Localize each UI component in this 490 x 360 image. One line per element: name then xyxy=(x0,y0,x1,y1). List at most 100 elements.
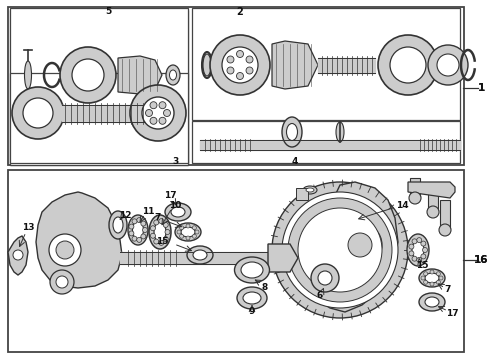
Bar xyxy=(440,200,450,230)
Text: 11: 11 xyxy=(142,207,154,216)
Circle shape xyxy=(186,224,190,228)
Ellipse shape xyxy=(24,61,31,89)
Circle shape xyxy=(159,240,164,245)
Circle shape xyxy=(195,230,199,234)
Circle shape xyxy=(143,228,147,233)
Circle shape xyxy=(72,59,104,91)
Bar xyxy=(296,188,308,200)
Text: 8: 8 xyxy=(262,284,268,292)
Circle shape xyxy=(132,236,137,241)
Circle shape xyxy=(180,226,184,230)
Ellipse shape xyxy=(419,293,445,311)
Text: 1: 1 xyxy=(477,83,485,93)
Text: 12: 12 xyxy=(119,211,131,220)
Polygon shape xyxy=(310,182,398,312)
Bar xyxy=(8,7,464,165)
Bar xyxy=(428,186,438,212)
Circle shape xyxy=(424,280,428,284)
Circle shape xyxy=(129,224,134,229)
Circle shape xyxy=(150,102,157,109)
Circle shape xyxy=(237,72,244,80)
Polygon shape xyxy=(408,182,455,198)
Ellipse shape xyxy=(203,54,211,76)
Circle shape xyxy=(318,271,332,285)
Circle shape xyxy=(159,219,164,224)
Ellipse shape xyxy=(336,122,344,142)
Circle shape xyxy=(412,256,417,261)
Circle shape xyxy=(246,67,253,74)
Polygon shape xyxy=(268,244,298,272)
Circle shape xyxy=(159,102,166,109)
Circle shape xyxy=(163,222,168,228)
Ellipse shape xyxy=(170,70,176,80)
Circle shape xyxy=(409,251,414,256)
Circle shape xyxy=(272,182,408,318)
Text: 7: 7 xyxy=(155,213,161,222)
Circle shape xyxy=(428,45,468,85)
Circle shape xyxy=(390,47,426,83)
Ellipse shape xyxy=(181,227,195,237)
Ellipse shape xyxy=(149,215,171,249)
Ellipse shape xyxy=(419,269,445,287)
Circle shape xyxy=(13,250,23,260)
Ellipse shape xyxy=(128,215,148,245)
Circle shape xyxy=(338,223,382,267)
Ellipse shape xyxy=(425,297,439,307)
Circle shape xyxy=(193,234,196,238)
Circle shape xyxy=(129,231,134,236)
Circle shape xyxy=(409,244,414,249)
Ellipse shape xyxy=(287,123,297,140)
Ellipse shape xyxy=(303,186,317,194)
Text: 15: 15 xyxy=(156,238,168,247)
Circle shape xyxy=(163,237,168,242)
Circle shape xyxy=(150,117,157,124)
Circle shape xyxy=(146,109,152,117)
Circle shape xyxy=(56,276,68,288)
Ellipse shape xyxy=(171,207,185,217)
Bar xyxy=(410,178,420,198)
Circle shape xyxy=(12,87,64,139)
Circle shape xyxy=(165,230,170,234)
Circle shape xyxy=(430,282,434,286)
Circle shape xyxy=(246,56,253,63)
Circle shape xyxy=(142,97,174,129)
Text: 17: 17 xyxy=(446,310,458,319)
Circle shape xyxy=(137,237,142,242)
Ellipse shape xyxy=(235,257,270,283)
Circle shape xyxy=(288,198,392,302)
Circle shape xyxy=(412,239,417,244)
Text: 16: 16 xyxy=(474,255,488,265)
Ellipse shape xyxy=(187,246,213,264)
Text: 7: 7 xyxy=(445,285,451,294)
Circle shape xyxy=(427,206,439,218)
Circle shape xyxy=(430,270,434,274)
Ellipse shape xyxy=(237,287,267,309)
Polygon shape xyxy=(10,10,188,165)
Bar xyxy=(8,170,464,352)
Circle shape xyxy=(437,54,459,76)
Circle shape xyxy=(154,220,159,225)
Circle shape xyxy=(222,47,258,83)
Circle shape xyxy=(159,117,166,124)
Ellipse shape xyxy=(412,241,424,259)
Circle shape xyxy=(132,219,137,224)
Circle shape xyxy=(439,224,451,236)
Circle shape xyxy=(60,47,116,103)
Polygon shape xyxy=(8,236,28,275)
Circle shape xyxy=(186,236,190,240)
Circle shape xyxy=(193,226,196,230)
Circle shape xyxy=(348,233,372,257)
Bar xyxy=(192,121,460,163)
Circle shape xyxy=(130,85,186,141)
Text: 9: 9 xyxy=(249,307,255,316)
Polygon shape xyxy=(118,56,162,94)
Ellipse shape xyxy=(243,292,261,304)
Circle shape xyxy=(150,233,155,238)
Bar xyxy=(10,73,188,163)
Circle shape xyxy=(180,234,184,238)
Circle shape xyxy=(177,230,181,234)
Ellipse shape xyxy=(166,65,180,85)
Circle shape xyxy=(164,109,171,117)
Ellipse shape xyxy=(109,211,127,239)
Polygon shape xyxy=(272,41,318,89)
